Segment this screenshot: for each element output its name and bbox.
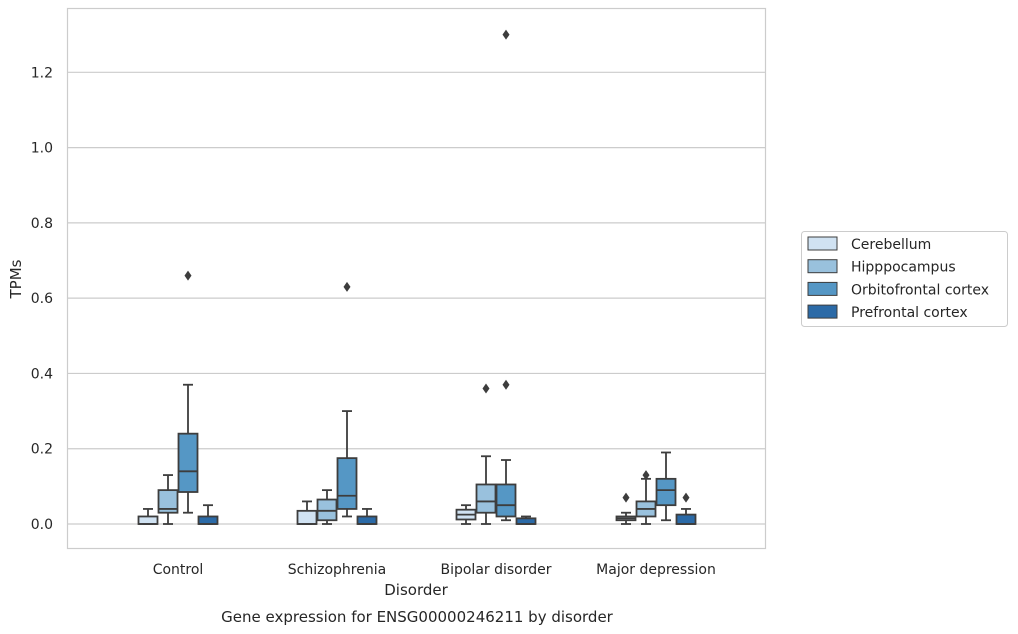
outlier-marker [482,383,490,394]
outlier-marker [682,492,690,503]
y-tick-label: 0.0 [31,517,53,533]
box-3-2 [655,451,677,522]
box-1-1 [316,489,338,525]
legend-frame [801,231,1008,327]
gridlines [67,71,766,525]
box-body [316,498,338,522]
box-body [296,509,318,525]
box-0-1 [157,474,179,525]
legend-swatch [807,259,838,274]
box-body [675,513,697,525]
box-body [655,477,677,507]
box-2-1 [475,383,497,525]
y-tick-label: 0.4 [31,366,53,382]
box-body [197,515,219,525]
x-tick-label: Major depression [596,562,716,578]
box-body [495,483,517,518]
box-2-3 [515,515,537,525]
box-0-3 [197,504,219,525]
legend-label: Cerebellum [851,237,931,253]
y-axis-label: TPMs [7,259,25,299]
legend-swatch [807,304,838,319]
legend-swatch [807,236,838,251]
box-body [475,483,497,514]
outlier-marker [343,281,351,292]
box-0-0 [137,508,159,525]
x-tick-label: Control [153,562,204,578]
x-tick-label: Schizophrenia [288,562,386,578]
y-tick-label: 0.2 [31,442,53,458]
box-3-1 [635,470,657,525]
y-tick-label: 1.0 [31,141,53,157]
legend-swatch [807,281,838,296]
box-body [177,432,199,493]
outlier-marker [642,470,650,481]
x-axis-ticks: Control Schizophrenia Bipolar disorder Majo… [153,562,716,578]
boxes [137,29,697,525]
y-tick-label: 0.6 [31,291,53,307]
box-body [137,515,159,525]
box-1-2 [336,281,358,518]
outlier-marker [502,29,510,40]
outlier-marker [622,492,630,503]
box-body [157,489,179,514]
box-body [356,515,378,525]
box-0-2 [177,270,199,514]
box-body [336,457,358,510]
box-1-3 [356,508,378,525]
box-3-3 [675,492,697,525]
outlier-marker [184,270,192,281]
box-2-0 [455,504,477,525]
y-axis-ticks: 0.0 0.2 0.4 0.6 0.8 1.0 1.2 [31,65,53,533]
outlier-marker [502,379,510,390]
legend-label: Orbitofrontal cortex [851,282,989,298]
plot-area-frame [66,7,767,550]
box-3-0 [615,511,637,525]
legend-label: Prefrontal cortex [851,305,968,321]
x-tick-label: Bipolar disorder [440,562,551,578]
x-axis-label: Disorder [384,581,448,599]
box-1-0 [296,500,318,525]
box-2-2 [495,29,517,522]
legend: Cerebellum Hipppocampus Orbitofrontal cort… [801,231,1008,327]
legend-label: Hipppocampus [851,260,956,276]
y-tick-label: 1.2 [31,65,53,81]
chart-caption: Gene expression for ENSG00000246211 by d… [221,608,614,626]
y-tick-label: 0.8 [31,216,53,232]
